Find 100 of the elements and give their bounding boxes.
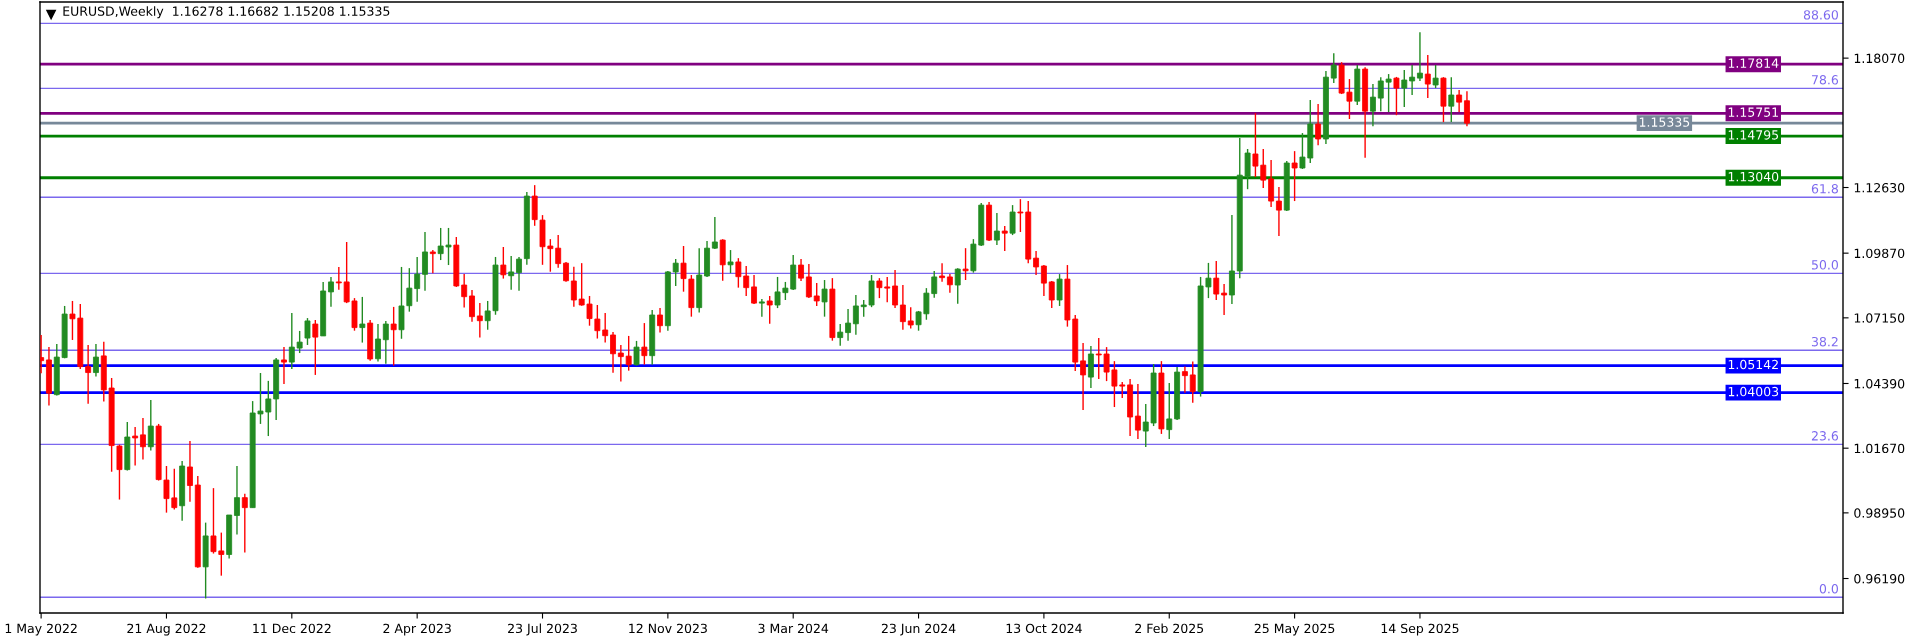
candlestick: [939, 262, 945, 283]
candlestick: [1056, 273, 1063, 307]
x-tick-label: 1 May 2022: [5, 623, 77, 636]
candlestick: [1456, 89, 1463, 113]
x-tick-label: 23 Jun 2024: [881, 623, 956, 636]
candlestick: [390, 306, 397, 367]
candlestick: [758, 298, 765, 318]
x-tick-label: 3 Mar 2024: [758, 623, 829, 634]
candlestick: [1033, 250, 1040, 276]
candlestick: [946, 273, 953, 294]
candlestick: [837, 323, 844, 347]
x-tick-label: 14 Sep 2025: [1381, 623, 1459, 636]
candlestick: [892, 269, 898, 309]
x-tick-label: 13 Oct 2024: [1006, 623, 1082, 634]
candlestick: [1087, 345, 1094, 389]
ref-line-label: 1.14795: [1728, 130, 1779, 140]
y-tick-label: 1.09870: [1854, 248, 1905, 259]
annotation: 0.0: [1819, 584, 1838, 594]
candlestick: [1181, 365, 1188, 394]
candlestick: [85, 344, 92, 405]
ref-line-label: 1.04003: [1728, 386, 1779, 397]
candlestick: [469, 289, 475, 323]
candlestick: [312, 319, 319, 376]
candlestick: [641, 322, 648, 366]
candlestick: [805, 263, 812, 299]
candlestick: [1189, 360, 1196, 404]
candlestick: [429, 249, 436, 274]
annotation: 88.60: [1803, 10, 1838, 20]
candlestick: [1432, 64, 1439, 89]
candlestick: [570, 266, 577, 308]
candlestick: [1134, 383, 1141, 440]
y-tick-label: 1.04390: [1854, 378, 1905, 389]
candlestick: [751, 274, 757, 305]
candlestick: [962, 247, 969, 281]
candlestick: [508, 255, 515, 291]
ref-line-label: 1.05142: [1728, 359, 1778, 370]
candlestick: [852, 294, 859, 336]
candlestick: [1424, 54, 1431, 99]
candlestick: [993, 212, 1000, 246]
candlestick: [1040, 264, 1047, 297]
candlestick: [1213, 260, 1220, 301]
candlestick: [382, 320, 389, 365]
candlestick: [147, 399, 154, 452]
candlestick: [414, 256, 421, 303]
candlestick: [1080, 342, 1087, 411]
candlestick: [617, 344, 624, 383]
candlestick: [899, 284, 906, 331]
y-tick-label: 1.01670: [1854, 443, 1905, 454]
candlestick: [375, 323, 381, 363]
candlestick: [813, 282, 820, 307]
candlestick: [1401, 69, 1408, 108]
x-tick-label: 11 Dec 2022: [253, 623, 331, 634]
annotation: 38.2: [1811, 336, 1838, 347]
candlestick: [1315, 103, 1322, 146]
candlestick: [1009, 204, 1016, 236]
candlestick: [1370, 83, 1376, 127]
candlestick: [1048, 280, 1055, 309]
ref-line-label: 1.15751: [1728, 107, 1778, 117]
candlestick: [727, 249, 734, 274]
ref-line-label: 1.13040: [1728, 171, 1779, 182]
candlestick: [1448, 76, 1455, 123]
candlestick: [711, 216, 718, 250]
candlestick: [93, 343, 99, 378]
chart-title: EURUSD,Weekly 1.16278 1.16682 1.15208 1.15335: [63, 6, 390, 19]
y-tick-label: 1.12630: [1854, 182, 1905, 193]
candlestick: [328, 276, 334, 308]
candlestick: [132, 426, 139, 467]
candlestick: [633, 340, 640, 367]
candlestick: [1275, 186, 1282, 237]
annotation: 61.8: [1811, 184, 1838, 194]
candlestick: [1393, 76, 1400, 116]
candlestick: [610, 331, 616, 374]
annotation: 50.0: [1811, 260, 1838, 270]
annotation: 78.6: [1812, 75, 1839, 85]
x-tick-label: 25 May 2025: [1254, 623, 1335, 636]
x-tick-label: 2 Feb 2025: [1135, 623, 1204, 634]
y-tick-label: 0.96190: [1854, 573, 1905, 584]
candlestick: [234, 465, 240, 536]
candlestick: [1001, 225, 1008, 252]
candlestick: [821, 279, 828, 318]
candlestick: [359, 296, 366, 344]
candlestick: [1221, 283, 1228, 316]
y-tick-label: 1.07150: [1854, 313, 1905, 323]
candlestick: [500, 246, 507, 280]
x-tick-label: 21 Aug 2022: [127, 623, 206, 636]
candlestick: [1268, 159, 1275, 208]
x-tick-label: 12 Nov 2023: [629, 623, 707, 634]
candlestick: [281, 346, 287, 385]
candlestick: [657, 307, 663, 334]
candlestick: [1409, 64, 1416, 96]
candlestick: [422, 231, 428, 292]
candlestick: [672, 258, 679, 287]
candlestick: [140, 417, 146, 461]
candlestick: [241, 493, 248, 554]
candlestick: [304, 317, 311, 346]
candlestick: [766, 295, 773, 325]
candlestick: [187, 440, 193, 503]
ref-line-label: 1.15335: [1639, 117, 1690, 127]
ref-line-label: 1.17814: [1728, 58, 1779, 68]
candlestick: [1417, 31, 1423, 82]
